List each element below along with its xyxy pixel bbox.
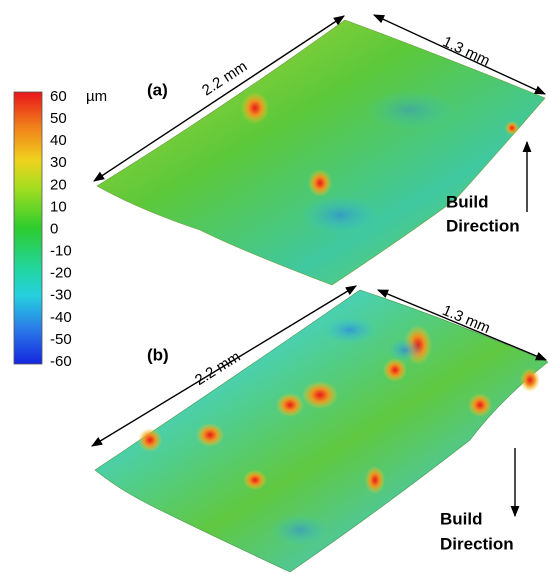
colorbar-tick-label: -30 bbox=[50, 287, 72, 304]
build-direction: Build bbox=[446, 192, 489, 211]
build-direction: Direction bbox=[440, 534, 514, 553]
panel-label: (a) bbox=[147, 80, 168, 99]
colorbar-tick-label: 50 bbox=[50, 110, 67, 127]
colorbar-tick-label: -50 bbox=[50, 331, 72, 348]
colorbar-tick-label: -10 bbox=[50, 243, 72, 260]
colorbar-tick-label: 0 bbox=[50, 220, 58, 237]
colorbar-tick-label: 60 bbox=[50, 88, 67, 105]
colorbar-tick-label: 30 bbox=[50, 154, 67, 171]
colorbar-tick-label: 10 bbox=[50, 198, 67, 215]
colorbar-tick-label: -60 bbox=[50, 353, 72, 370]
colorbar-tick-label: 40 bbox=[50, 132, 67, 149]
colorbar bbox=[14, 92, 42, 364]
figure: µm 6050403020100-10-20-30-40-50-60 (a) 2… bbox=[0, 0, 548, 577]
build-direction: Build bbox=[440, 509, 483, 528]
colorbar-tick-label: -40 bbox=[50, 309, 72, 326]
build-direction: Direction bbox=[446, 216, 520, 235]
colorbar-unit: µm bbox=[86, 88, 107, 105]
panel-label: (b) bbox=[147, 345, 169, 364]
colorbar-tick-label: 20 bbox=[50, 176, 67, 193]
colorbar-tick-label: -20 bbox=[50, 265, 72, 282]
